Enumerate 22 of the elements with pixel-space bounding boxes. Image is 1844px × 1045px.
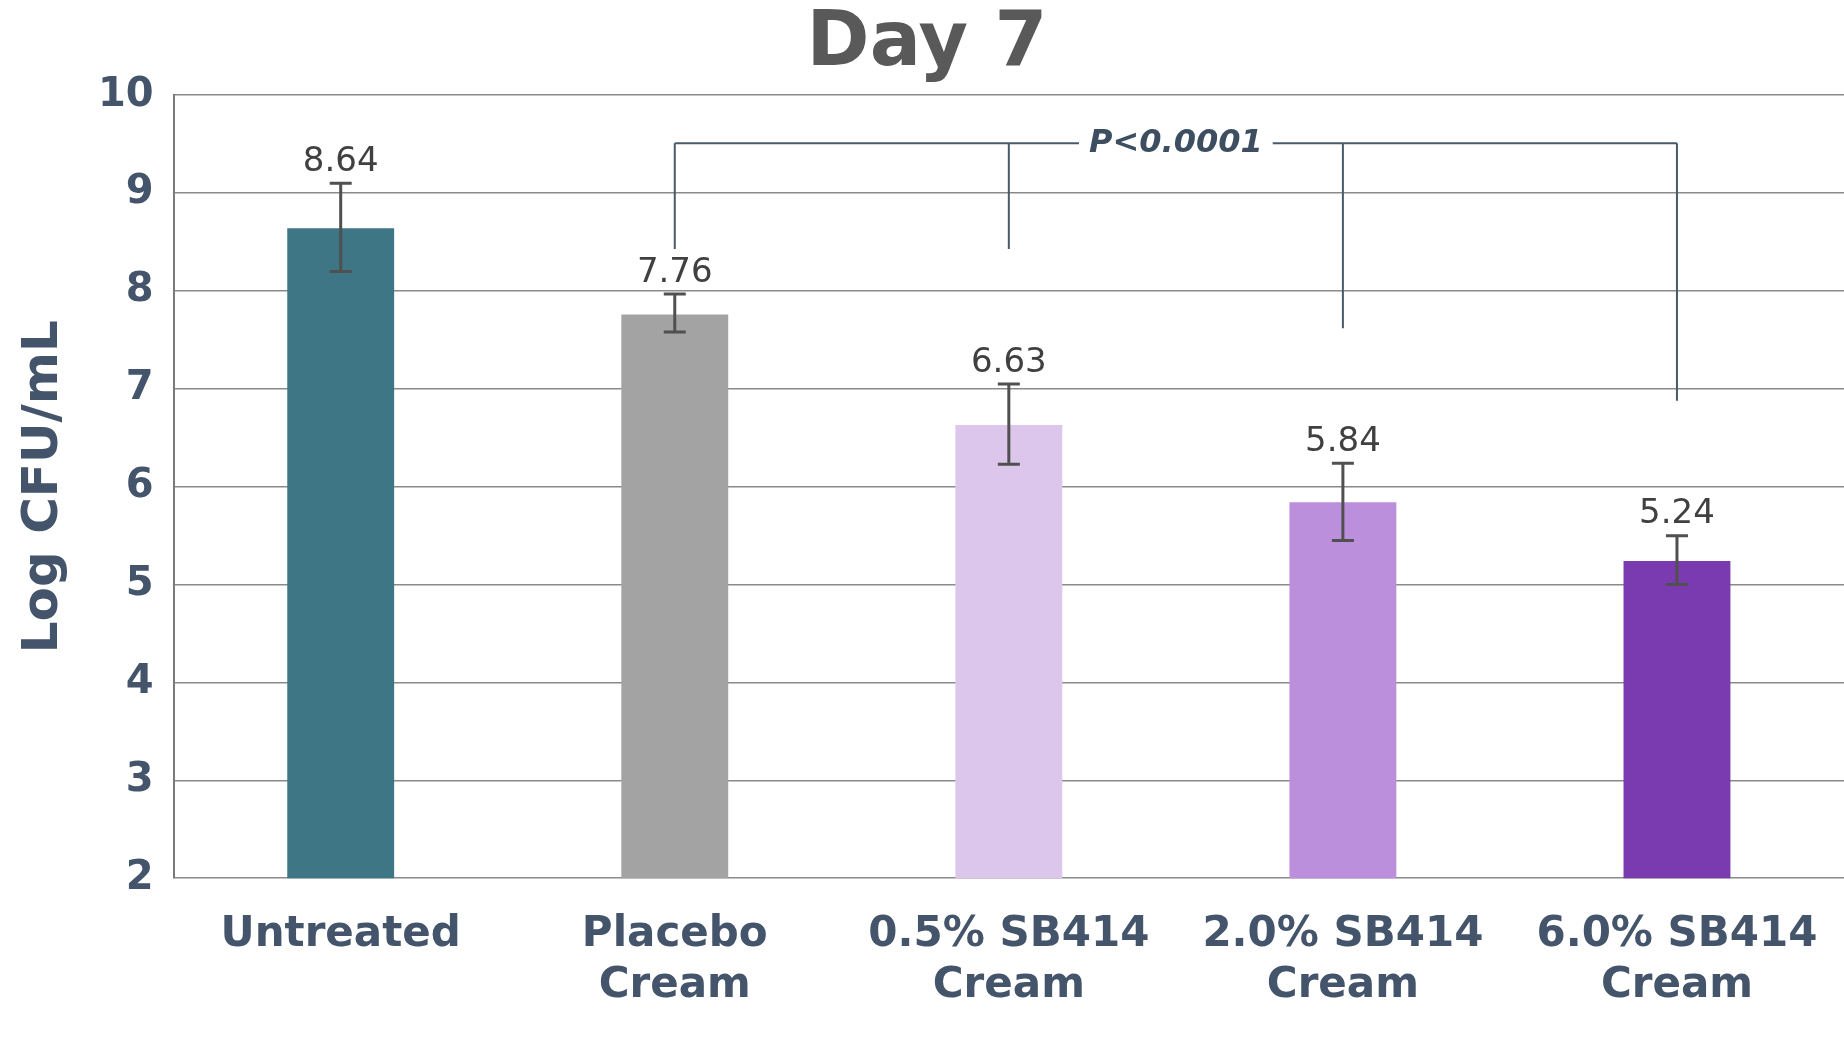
data-label: 5.84: [1305, 419, 1381, 460]
data-label: 7.76: [636, 249, 713, 290]
y-tick-label: 3: [125, 753, 154, 800]
x-tick-label: 2.0% SB414 Cream: [1202, 907, 1484, 1007]
y-axis-title: Log CFU/mL: [10, 320, 69, 654]
data-label: 5.24: [1639, 491, 1715, 532]
y-tick-label: 2: [125, 851, 154, 898]
data-label: 6.63: [970, 339, 1047, 380]
y-tick-label: 8: [125, 264, 154, 311]
y-tick-label: 6: [125, 460, 154, 507]
x-tick-label: 6.0% SB414 Cream: [1536, 907, 1818, 1007]
x-tick-label: 0.5% SB414 Cream: [868, 907, 1150, 1007]
y-tick-label: 4: [125, 655, 154, 702]
annotation: P<0.0001: [1088, 121, 1263, 160]
chart-title: Day 7: [806, 0, 1048, 84]
x-tick-label: Untreated: [220, 907, 461, 957]
y-tick-label: 5: [125, 557, 154, 604]
data-label: 8.64: [302, 139, 379, 180]
x-tick-label: Placebo Cream: [581, 907, 768, 1007]
y-tick-label: 10: [97, 68, 154, 115]
y-tick-label: 7: [125, 362, 154, 409]
y-tick-label: 9: [125, 166, 154, 213]
